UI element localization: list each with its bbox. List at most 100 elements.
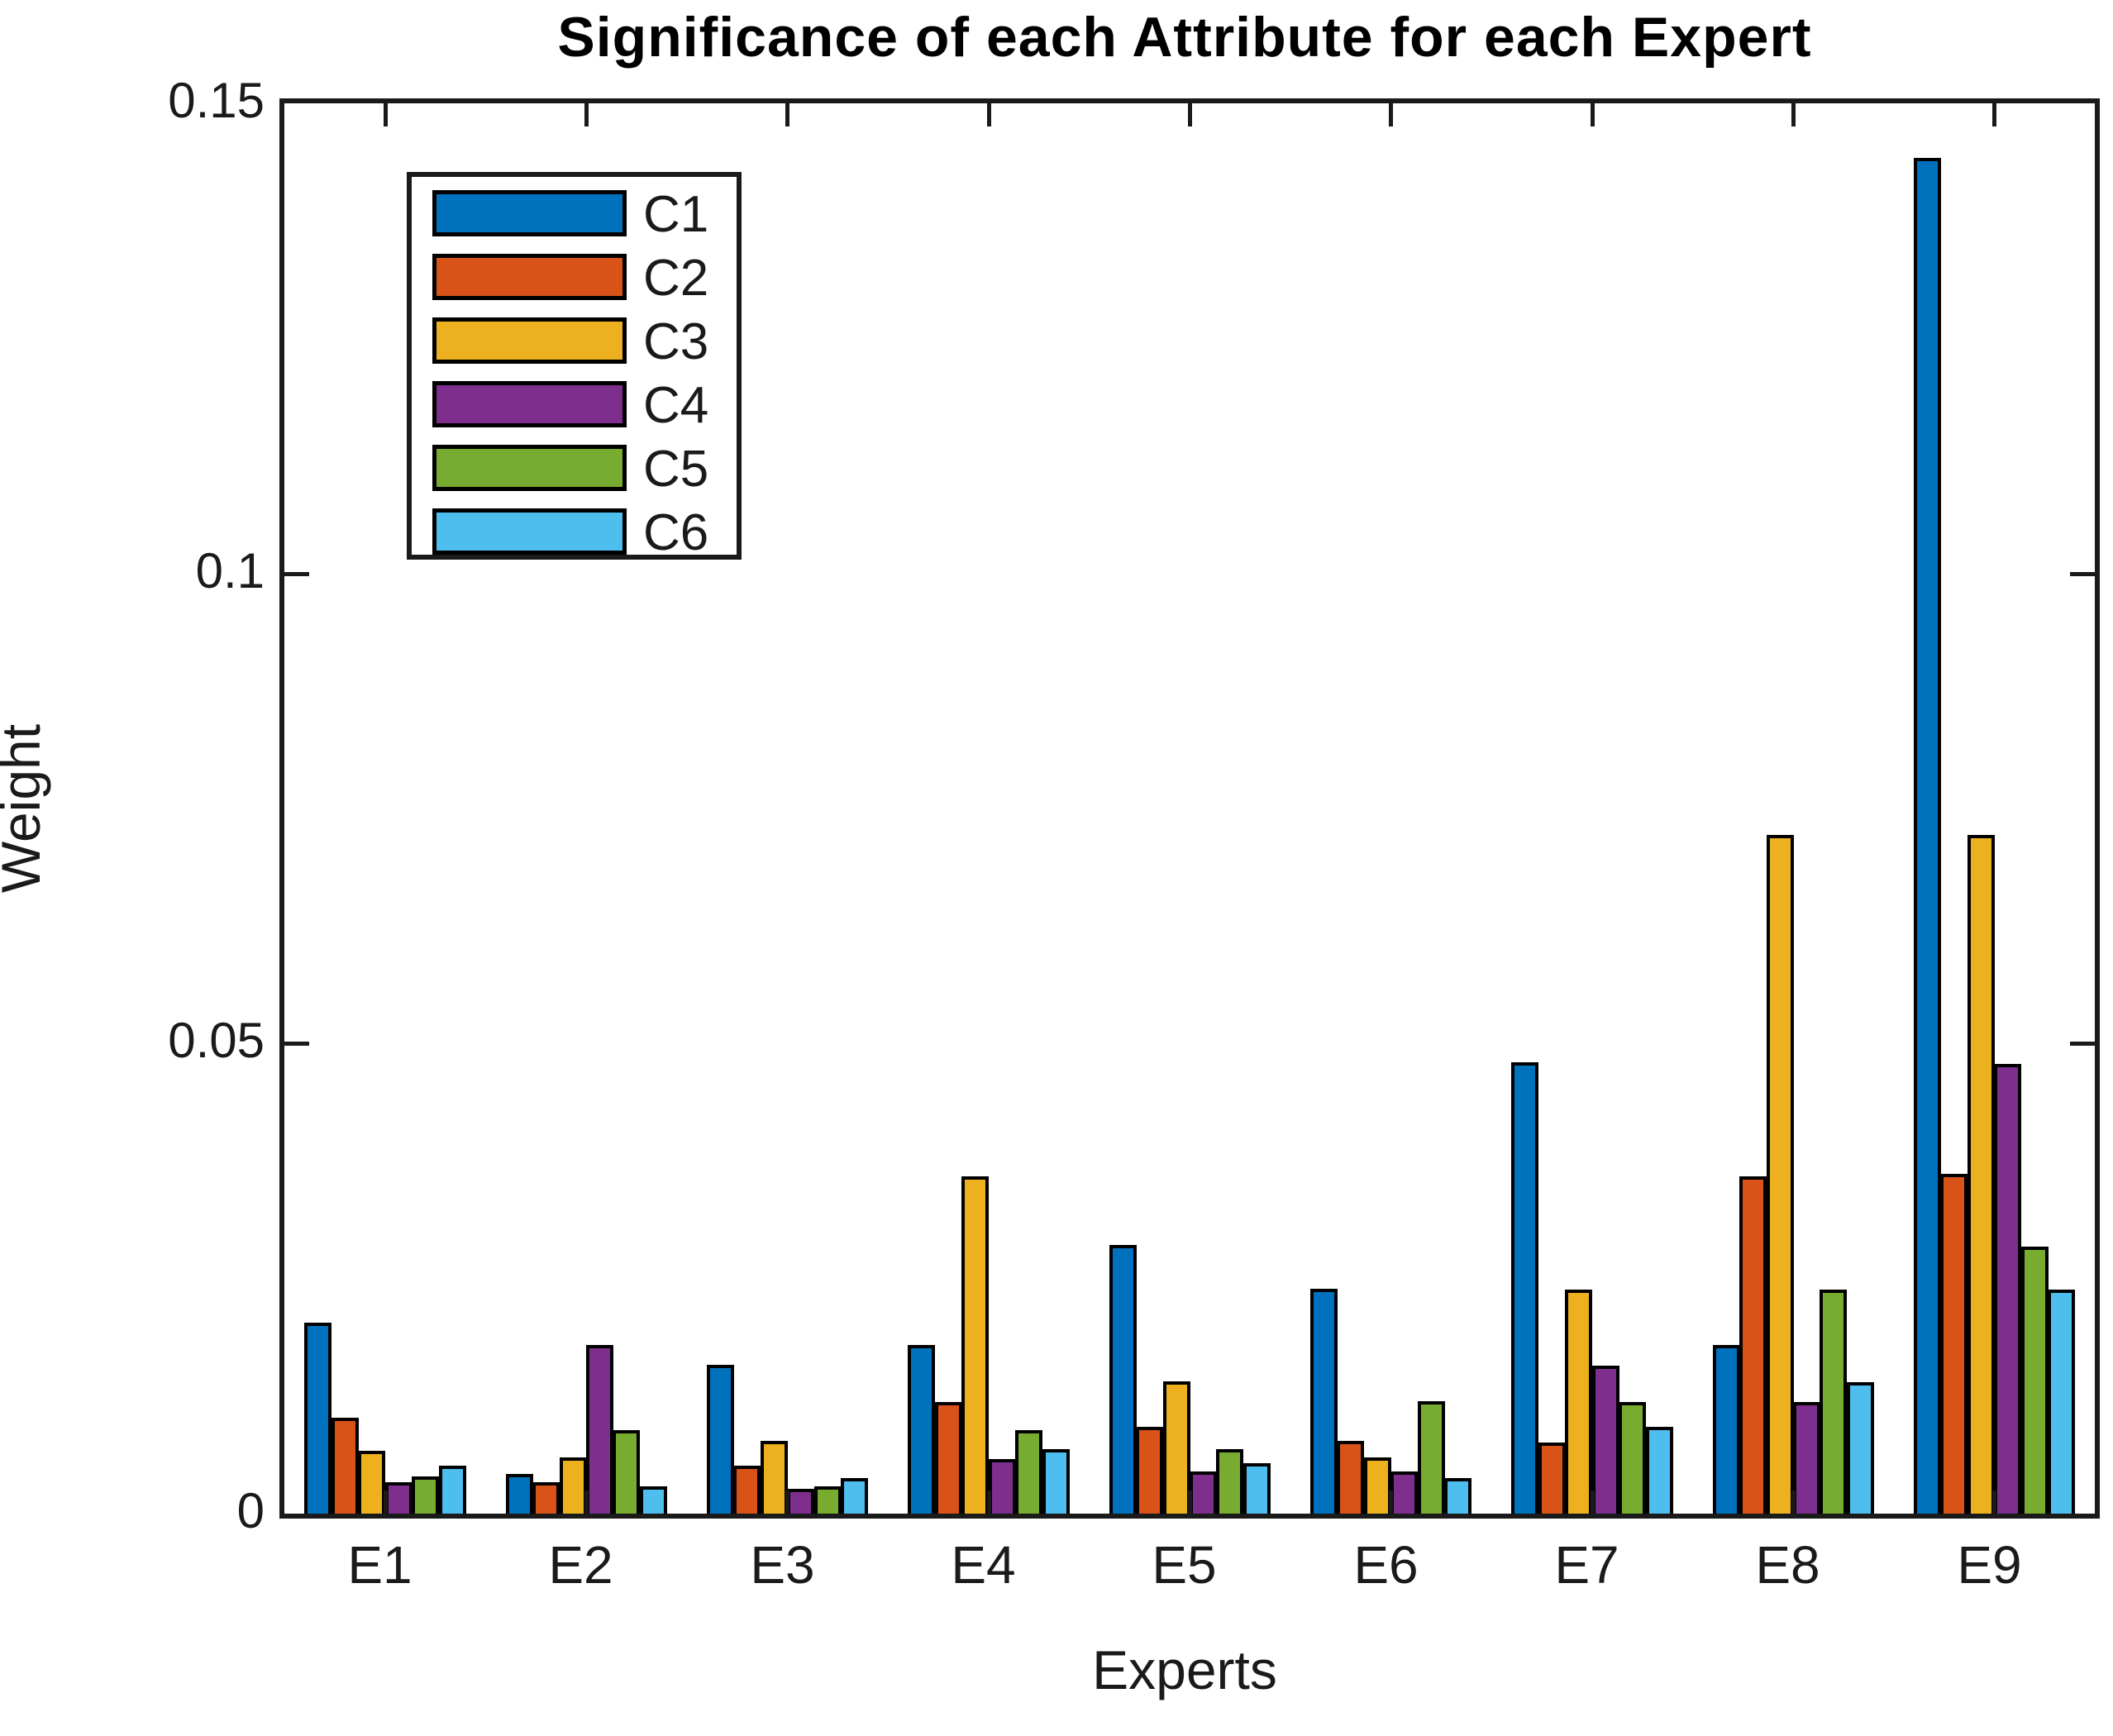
x-tick-label-E6: E6 [1353,1535,1419,1595]
bar-C2-E5 [1136,1427,1163,1514]
bar-C6-E1 [439,1466,466,1514]
x-tick-bottom-E8 [1791,1490,1796,1514]
x-tick-label-E2: E2 [548,1535,613,1595]
bar-C1-E8 [1713,1345,1740,1514]
x-tick-top-E1 [384,103,388,126]
bar-C4-E4 [989,1459,1016,1514]
bar-C1-E1 [304,1323,331,1514]
bar-C3-E8 [1767,835,1794,1514]
y-tick-label-0.15: 0.15 [168,73,265,128]
bar-C4-E8 [1793,1402,1820,1514]
x-tick-top-E3 [785,103,789,126]
x-tick-bottom-E1 [384,1490,388,1514]
x-tick-label-E8: E8 [1755,1535,1820,1595]
chart-title: Significance of each Attribute for each … [557,6,1812,69]
x-tick-label-E1: E1 [347,1535,413,1595]
bar-C1-E6 [1310,1289,1338,1514]
x-tick-top-E5 [1188,103,1192,126]
bar-C2-E6 [1337,1441,1364,1514]
bar-C2-E9 [1940,1174,1968,1514]
bar-C6-E6 [1444,1478,1471,1514]
y-tick-left-0.05 [284,1042,309,1046]
y-tick-label-0: 0 [236,1483,265,1538]
legend-swatch-C2 [432,254,627,300]
legend-label-C2: C2 [643,250,709,307]
legend-label-C4: C4 [643,377,709,434]
bar-C5-E9 [2021,1247,2049,1514]
bar-C6-E7 [1646,1427,1673,1514]
x-tick-top-E7 [1591,103,1595,126]
bar-C2-E3 [733,1466,761,1514]
x-tick-top-E6 [1389,103,1393,126]
y-tick-label-0.1: 0.1 [195,543,265,599]
x-tick-label-E3: E3 [750,1535,815,1595]
bar-C2-E7 [1538,1443,1566,1514]
x-tick-bottom-E6 [1389,1490,1393,1514]
x-tick-top-E9 [1992,103,1996,126]
legend-swatch-C4 [432,381,627,427]
y-tick-label-0.05: 0.05 [168,1013,265,1068]
x-tick-top-E2 [584,103,589,126]
bar-C1-E9 [1914,158,1941,1514]
bar-C6-E5 [1243,1463,1271,1514]
y-tick-left-0.1 [284,572,309,576]
x-tick-label-E9: E9 [1957,1535,2022,1595]
bar-C5-E1 [412,1476,439,1514]
bar-C4-E2 [586,1345,613,1514]
x-tick-label-E4: E4 [951,1535,1016,1595]
x-tick-bottom-E3 [785,1490,789,1514]
bar-C5-E7 [1619,1402,1646,1514]
x-tick-bottom-E7 [1591,1490,1595,1514]
y-axis-label: Weight [0,723,51,894]
bar-C5-E8 [1820,1290,1847,1514]
bar-C4-E5 [1190,1471,1217,1514]
bar-C3-E1 [358,1451,385,1514]
x-tick-label-E5: E5 [1152,1535,1217,1595]
bar-C1-E4 [908,1345,935,1514]
bar-C3-E5 [1163,1381,1190,1514]
bar-C6-E8 [1847,1382,1874,1514]
bar-C3-E6 [1364,1457,1391,1514]
bar-C3-E7 [1565,1290,1592,1514]
bar-C3-E3 [761,1441,788,1514]
bar-C2-E1 [331,1418,359,1514]
bar-C4-E7 [1592,1366,1619,1514]
x-tick-label-E7: E7 [1554,1535,1619,1595]
legend-label-C6: C6 [643,504,709,561]
bar-C5-E6 [1418,1401,1445,1514]
x-tick-bottom-E9 [1992,1490,1996,1514]
bar-C4-E9 [1994,1064,2021,1514]
x-tick-bottom-E2 [584,1490,589,1514]
x-axis-label: Experts [1092,1639,1277,1700]
y-tick-right-0.1 [2070,572,2095,576]
x-tick-top-E8 [1791,103,1796,126]
legend-label-C5: C5 [643,441,709,498]
bar-C5-E5 [1216,1449,1243,1514]
bar-C5-E2 [613,1430,640,1514]
bar-C4-E1 [385,1482,413,1514]
legend-swatch-C1 [432,190,627,236]
bar-C3-E4 [961,1176,989,1514]
bar-C2-E4 [935,1402,962,1514]
bar-C1-E3 [707,1365,734,1514]
bar-C4-E6 [1390,1471,1418,1514]
legend-swatch-C3 [432,317,627,364]
bar-C2-E2 [532,1482,560,1514]
y-tick-right-0.05 [2070,1042,2095,1046]
bar-C6-E4 [1042,1449,1070,1514]
legend-label-C1: C1 [643,186,709,243]
x-tick-bottom-E4 [987,1490,991,1514]
bar-C3-E9 [1968,835,1995,1514]
bar-C1-E7 [1511,1062,1538,1514]
bar-C1-E2 [506,1474,533,1514]
x-tick-bottom-E5 [1188,1490,1192,1514]
bar-C6-E9 [2048,1290,2075,1514]
bar-C6-E3 [841,1478,868,1514]
bar-C3-E2 [560,1457,587,1514]
legend-swatch-C6 [432,508,627,555]
x-tick-top-E4 [987,103,991,126]
legend-label-C3: C3 [643,313,709,370]
bar-C2-E8 [1739,1176,1767,1514]
bar-C5-E3 [814,1486,842,1514]
